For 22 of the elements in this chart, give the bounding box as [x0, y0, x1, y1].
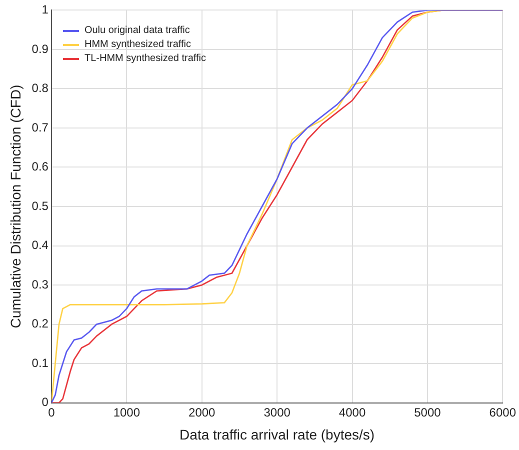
y-tick-label: 0.5: [32, 198, 49, 213]
y-tick-label: 0.4: [32, 238, 49, 252]
legend-label: HMM synthesized traffic: [84, 38, 191, 52]
y-tick-label: 0.1: [32, 356, 49, 370]
legend-label: Oulu original data traffic: [84, 24, 190, 38]
y-tick-label: 0.3: [32, 277, 49, 292]
y-tick-label: 0.8: [32, 81, 49, 96]
x-tick-label: 3000: [264, 405, 291, 420]
x-tick-label: 6000: [489, 405, 516, 420]
x-tick-label: 4000: [338, 405, 366, 420]
y-tick-label: 0.2: [32, 316, 49, 331]
y-tick-label: 0.9: [32, 42, 49, 56]
y-tick-label: 0: [42, 395, 49, 410]
x-tick-label: 1000: [113, 405, 140, 420]
y-tick-label: 0.6: [32, 160, 49, 174]
y-tick-label: 0.7: [32, 120, 49, 134]
legend-label: TL-HMM synthesized traffic: [84, 52, 206, 66]
x-axis-title: Data traffic arrival rate (bytes/s): [180, 426, 375, 442]
y-axis-title: Cumulative Distribution Function (CFD): [7, 84, 24, 328]
x-tick-label: 2000: [188, 405, 216, 420]
y-tick-label: 1: [42, 2, 49, 17]
x-tick-label: 5000: [414, 405, 442, 420]
